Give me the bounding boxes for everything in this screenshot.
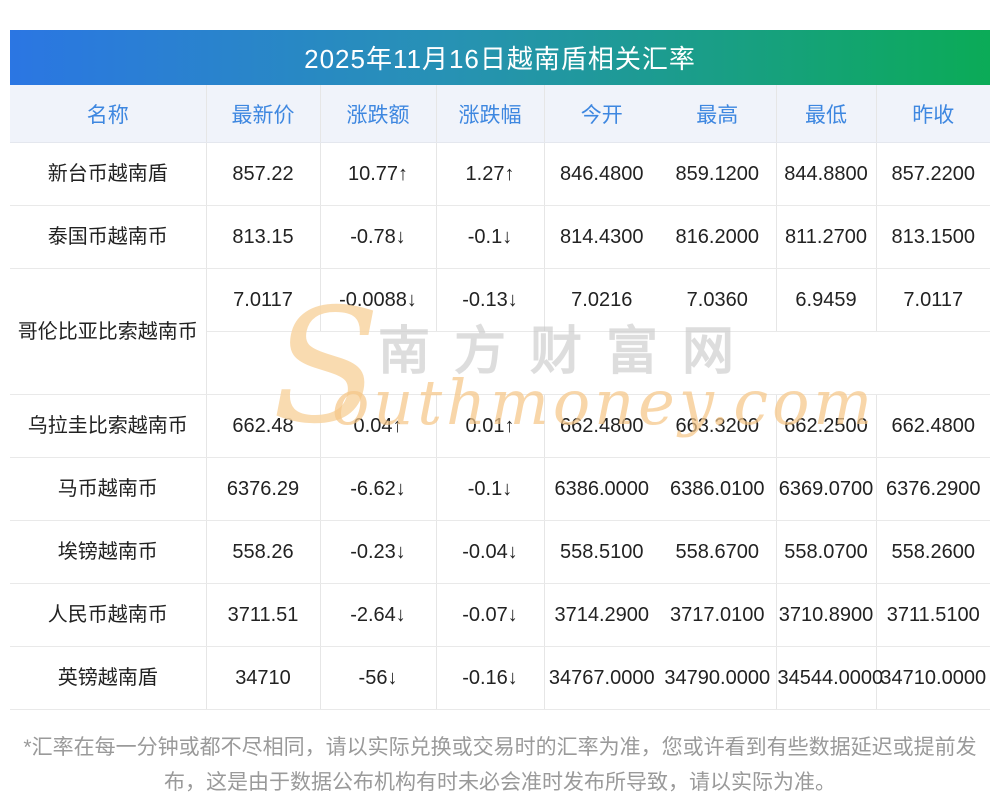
currency-name: 马币越南币 [10,457,207,521]
open-price: 846.4800 [544,142,659,206]
open-price: 7.0216 [544,268,659,332]
currency-name: 泰国币越南币 [10,205,207,269]
prev-close-price: 813.1500 [876,205,990,269]
change-percent: -0.07↓ [436,583,545,647]
watermark-spacer-row [10,331,990,395]
page-title: 2025年11月16日越南盾相关汇率 [304,44,696,74]
latest-price: 34710 [206,646,321,710]
table-row: 泰国币越南币 813.15 -0.78↓ -0.1↓ 814.4300 816.2000 8… [10,205,990,269]
column-header-open: 今开 [544,85,659,143]
open-price: 814.4300 [544,205,659,269]
latest-price: 6376.29 [206,457,321,521]
column-header-name: 名称 [10,85,207,143]
currency-name: 新台币越南盾 [10,142,207,206]
high-price: 859.1200 [659,142,777,206]
change-percent: 1.27↑ [436,142,545,206]
table-row: 马币越南币 6376.29 -6.62↓ -0.1↓ 6386.0000 6386.010… [10,457,990,521]
high-price: 663.3200 [659,394,777,458]
change-amount: -56↓ [320,646,437,710]
table-header-row: 名称 最新价 涨跌额 涨跌幅 今开 最高 最低 昨收 [10,85,990,143]
open-price: 662.4800 [544,394,659,458]
low-price: 662.2500 [776,394,877,458]
exchange-rate-table: 名称 最新价 涨跌额 涨跌幅 今开 最高 最低 昨收 新台币越南盾 857.22 1… [10,85,990,710]
latest-price: 7.0117 [206,268,321,332]
table-row: 乌拉圭比索越南币 662.48 0.04↑ 0.01↑ 662.4800 663.3200… [10,394,990,458]
latest-price: 558.26 [206,520,321,584]
open-price: 6386.0000 [544,457,659,521]
low-price: 6.9459 [776,268,877,332]
low-price: 811.2700 [776,205,877,269]
high-price: 7.0360 [659,268,777,332]
change-amount: -0.78↓ [320,205,437,269]
column-header-latest: 最新价 [206,85,321,143]
prev-close-price: 857.2200 [876,142,990,206]
prev-close-price: 662.4800 [876,394,990,458]
currency-name: 埃镑越南币 [10,520,207,584]
change-percent: -0.04↓ [436,520,545,584]
change-amount: 10.77↑ [320,142,437,206]
table-row: 英镑越南盾 34710 -56↓ -0.16↓ 34767.0000 34790.0000… [10,646,990,710]
high-price: 558.6700 [659,520,777,584]
change-amount: -0.0088↓ [320,268,437,332]
disclaimer-note: *汇率在每一分钟或都不尽相同，请以实际兑换或交易时的汇率为准，您或许看到有些数据… [23,736,977,794]
high-price: 34790.0000 [659,646,777,710]
open-price: 3714.2900 [544,583,659,647]
high-price: 3717.0100 [659,583,777,647]
table-row: 新台币越南盾 857.22 10.77↑ 1.27↑ 846.4800 859.1200 8… [10,142,990,206]
low-price: 6369.0700 [776,457,877,521]
low-price: 3710.8900 [776,583,877,647]
change-percent: 0.01↑ [436,394,545,458]
prev-close-price: 3711.5100 [876,583,990,647]
open-price: 34767.0000 [544,646,659,710]
currency-name: 乌拉圭比索越南币 [10,394,207,458]
low-price: 558.0700 [776,520,877,584]
latest-price: 813.15 [206,205,321,269]
table-row: 人民币越南币 3711.51 -2.64↓ -0.07↓ 3714.2900 3717.0… [10,583,990,647]
column-header-prev-close: 昨收 [876,85,990,143]
change-percent: -0.1↓ [436,205,545,269]
column-header-low: 最低 [776,85,877,143]
currency-name: 英镑越南盾 [10,646,207,710]
currency-name: 哥伦比亚比索越南币 [10,268,207,395]
latest-price: 3711.51 [206,583,321,647]
table-row: 埃镑越南币 558.26 -0.23↓ -0.04↓ 558.5100 558.6700 5… [10,520,990,584]
column-header-change-pct: 涨跌幅 [436,85,545,143]
change-amount: -6.62↓ [320,457,437,521]
change-amount: -2.64↓ [320,583,437,647]
prev-close-price: 7.0117 [876,268,990,332]
column-header-high: 最高 [659,85,777,143]
prev-close-price: 558.2600 [876,520,990,584]
change-percent: -0.16↓ [436,646,545,710]
change-percent: -0.13↓ [436,268,545,332]
page-title-bar: 2025年11月16日越南盾相关汇率 [10,30,990,85]
table-row: 哥伦比亚比索越南币 7.0117 -0.0088↓ -0.13↓ 7.0216 7.036… [10,268,990,395]
change-percent: -0.1↓ [436,457,545,521]
high-price: 816.2000 [659,205,777,269]
prev-close-price: 6376.2900 [876,457,990,521]
prev-close-price: 34710.0000 [876,646,990,710]
low-price: 844.8800 [776,142,877,206]
currency-name: 人民币越南币 [10,583,207,647]
change-amount: 0.04↑ [320,394,437,458]
column-header-change: 涨跌额 [320,85,437,143]
rate-table-body: 新台币越南盾 857.22 10.77↑ 1.27↑ 846.4800 859.1200 8… [10,142,990,710]
open-price: 558.5100 [544,520,659,584]
low-price: 34544.0000 [776,646,883,710]
latest-price: 857.22 [206,142,321,206]
empty-cell [206,331,990,395]
high-price: 6386.0100 [659,457,777,521]
latest-price: 662.48 [206,394,321,458]
change-amount: -0.23↓ [320,520,437,584]
